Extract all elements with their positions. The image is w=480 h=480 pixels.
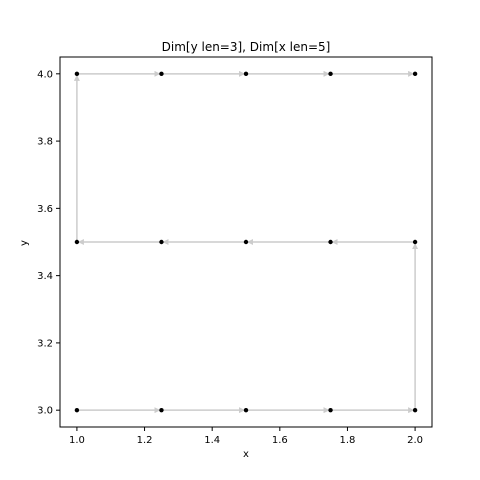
x-axis: 1.0 1.2 1.4 1.6 1.8 2.0 — [69, 427, 423, 446]
axes-frame — [59, 56, 433, 428]
y-tick-label: 3.2 — [37, 338, 53, 349]
x-tick-label: 1.4 — [204, 435, 220, 446]
y-tick-label: 3.6 — [37, 204, 53, 215]
data-point — [159, 407, 164, 413]
data-point — [243, 71, 249, 77]
x-tick-label: 1.2 — [137, 435, 153, 446]
data-point — [412, 239, 418, 245]
data-point — [74, 71, 80, 77]
data-point — [328, 71, 333, 77]
y-axis: 3.0 3.2 3.4 3.6 3.8 4.0 — [37, 69, 60, 417]
chart-title: Dim[y len=3], Dim[x len=5] — [162, 40, 331, 54]
y-tick-label: 3.8 — [37, 137, 53, 148]
data-point — [328, 407, 333, 413]
data-point — [412, 71, 418, 77]
data-point — [243, 239, 249, 245]
data-point — [74, 407, 80, 413]
data-point — [412, 407, 418, 413]
y-tick-label: 3.0 — [37, 406, 53, 417]
y-tick-label: 4.0 — [37, 69, 53, 80]
x-tick-label: 2.0 — [407, 435, 423, 446]
x-axis-label: x — [243, 449, 249, 460]
data-point — [328, 239, 333, 245]
data-point — [159, 239, 164, 245]
y-tick-label: 3.4 — [37, 271, 53, 282]
plot-area — [59, 56, 433, 428]
data-point — [159, 71, 164, 77]
data-point — [243, 407, 249, 413]
y-axis-label: y — [19, 240, 30, 246]
x-tick-label: 1.8 — [340, 435, 356, 446]
x-tick-label: 1.6 — [272, 435, 288, 446]
data-point — [74, 239, 80, 245]
x-tick-label: 1.0 — [69, 435, 85, 446]
